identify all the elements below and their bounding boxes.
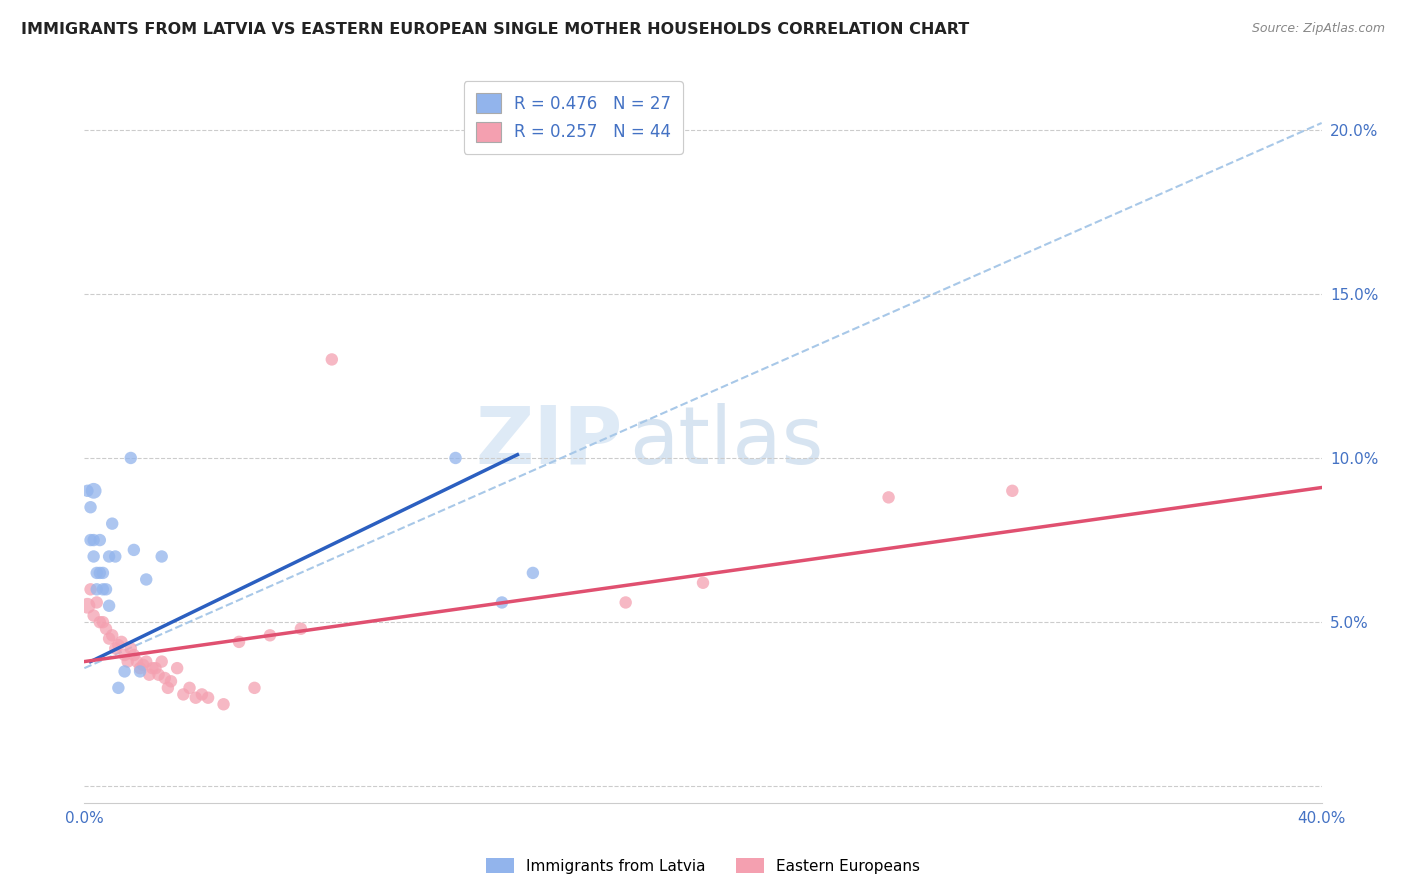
Point bbox=[79, 500, 101, 515]
Point bbox=[79, 582, 101, 597]
Point bbox=[107, 638, 129, 652]
Point bbox=[104, 549, 127, 564]
Point bbox=[148, 667, 170, 681]
Point bbox=[259, 628, 281, 642]
Point bbox=[91, 566, 114, 580]
Point bbox=[692, 575, 714, 590]
Text: ZIP: ZIP bbox=[475, 402, 623, 481]
Point bbox=[101, 628, 124, 642]
Point bbox=[120, 450, 142, 465]
Point bbox=[321, 352, 343, 367]
Point bbox=[94, 622, 117, 636]
Point bbox=[138, 667, 160, 681]
Point bbox=[166, 661, 188, 675]
Point bbox=[228, 635, 250, 649]
Point bbox=[877, 491, 900, 505]
Point bbox=[135, 573, 157, 587]
Point bbox=[243, 681, 266, 695]
Point bbox=[614, 595, 637, 609]
Point bbox=[114, 648, 136, 662]
Point bbox=[129, 661, 152, 675]
Point bbox=[76, 483, 98, 498]
Point bbox=[135, 655, 157, 669]
Point bbox=[83, 533, 105, 547]
Point bbox=[83, 483, 105, 498]
Point bbox=[83, 549, 105, 564]
Text: IMMIGRANTS FROM LATVIA VS EASTERN EUROPEAN SINGLE MOTHER HOUSEHOLDS CORRELATION : IMMIGRANTS FROM LATVIA VS EASTERN EUROPE… bbox=[21, 22, 969, 37]
Point bbox=[125, 655, 148, 669]
Text: atlas: atlas bbox=[628, 402, 823, 481]
Point bbox=[150, 655, 173, 669]
Legend: Immigrants from Latvia, Eastern Europeans: Immigrants from Latvia, Eastern European… bbox=[479, 852, 927, 880]
Point bbox=[212, 698, 235, 712]
Point bbox=[83, 608, 105, 623]
Point bbox=[91, 582, 114, 597]
Point bbox=[444, 450, 467, 465]
Point bbox=[150, 549, 173, 564]
Point bbox=[89, 533, 111, 547]
Point bbox=[172, 687, 194, 701]
Point bbox=[117, 655, 139, 669]
Legend: R = 0.476   N = 27, R = 0.257   N = 44: R = 0.476 N = 27, R = 0.257 N = 44 bbox=[464, 81, 682, 153]
Point bbox=[86, 582, 108, 597]
Point bbox=[522, 566, 544, 580]
Point bbox=[184, 690, 207, 705]
Point bbox=[122, 648, 145, 662]
Point bbox=[179, 681, 201, 695]
Point bbox=[98, 632, 121, 646]
Point bbox=[191, 687, 214, 701]
Point bbox=[107, 681, 129, 695]
Point bbox=[145, 661, 167, 675]
Point bbox=[110, 635, 132, 649]
Point bbox=[129, 665, 152, 679]
Point bbox=[79, 533, 101, 547]
Point bbox=[160, 674, 183, 689]
Point bbox=[86, 595, 108, 609]
Point bbox=[86, 566, 108, 580]
Point bbox=[98, 599, 121, 613]
Point bbox=[491, 595, 513, 609]
Point bbox=[89, 566, 111, 580]
Point bbox=[98, 549, 121, 564]
Point bbox=[120, 641, 142, 656]
Point bbox=[122, 542, 145, 557]
Point bbox=[104, 641, 127, 656]
Point bbox=[197, 690, 219, 705]
Point bbox=[141, 661, 163, 675]
Point bbox=[94, 582, 117, 597]
Point bbox=[101, 516, 124, 531]
Point bbox=[132, 657, 155, 672]
Point bbox=[89, 615, 111, 630]
Point bbox=[156, 681, 179, 695]
Point bbox=[290, 622, 312, 636]
Point bbox=[153, 671, 176, 685]
Point bbox=[76, 599, 98, 613]
Point bbox=[1001, 483, 1024, 498]
Point bbox=[114, 665, 136, 679]
Point bbox=[91, 615, 114, 630]
Text: Source: ZipAtlas.com: Source: ZipAtlas.com bbox=[1251, 22, 1385, 36]
